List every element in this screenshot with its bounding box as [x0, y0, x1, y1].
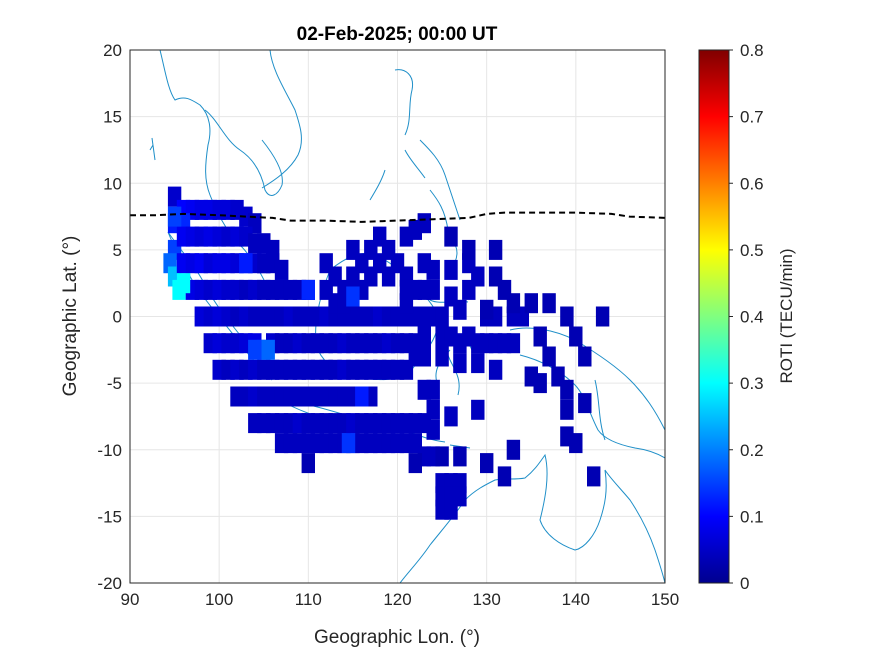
- roti-hotspot-cell: [167, 206, 182, 227]
- roti-cell: [533, 373, 547, 394]
- y-tick-label: -5: [107, 374, 122, 393]
- roti-cell: [417, 346, 431, 367]
- roti-cell: [426, 279, 440, 300]
- roti-cell: [462, 239, 476, 260]
- roti-cell: [417, 326, 431, 347]
- colorbar-tick-label: 0.3: [740, 374, 764, 393]
- y-tick-labels: 20 15 10 5 0 -5 -10 -15 -20: [97, 41, 122, 593]
- colorbar-tick-label: 0.2: [740, 441, 764, 460]
- roti-cell: [587, 466, 601, 487]
- x-tick-label: 90: [121, 590, 140, 609]
- roti-hotspot-cell: [261, 339, 275, 360]
- roti-hotspot-cell: [355, 386, 369, 407]
- coastline-segment: [261, 50, 302, 189]
- colorbar-tick-label: 0.1: [740, 507, 764, 526]
- roti-cell: [426, 399, 440, 420]
- roti-cell: [444, 226, 458, 247]
- roti-cell: [506, 333, 521, 354]
- chart-title: 02-Feb-2025; 00:00 UT: [297, 24, 498, 45]
- x-axis-label: Geographic Lon. (°): [314, 627, 480, 648]
- roti-cell: [274, 259, 289, 280]
- roti-cell: [435, 446, 449, 467]
- x-tick-label: 130: [472, 590, 500, 609]
- roti-cell: [560, 306, 574, 327]
- roti-cell: [266, 239, 280, 260]
- roti-cell: [301, 453, 315, 474]
- roti-cell: [346, 239, 360, 260]
- y-tick-label: -15: [97, 507, 122, 526]
- x-tick-label: 150: [651, 590, 679, 609]
- roti-cell: [408, 453, 422, 474]
- roti-cell: [480, 453, 494, 474]
- roti-cell: [471, 353, 485, 374]
- roti-cell: [560, 379, 574, 400]
- colorbar-tick-label: 0.5: [740, 241, 764, 260]
- coastline-segment: [594, 379, 606, 441]
- colorbar-tick-label: 0.4: [740, 308, 764, 327]
- y-tick-label: -20: [97, 574, 122, 593]
- roti-cell: [578, 346, 592, 367]
- roti-cell: [533, 326, 547, 347]
- x-tick-label: 140: [562, 590, 590, 609]
- roti-hotspot-cell: [239, 253, 253, 274]
- roti-cell: [488, 359, 503, 380]
- colorbar-tick-label: 0.7: [740, 108, 764, 127]
- roti-cell: [524, 293, 538, 314]
- roti-cell: [471, 399, 485, 420]
- roti-hotspot-cell: [346, 286, 360, 307]
- x-tick-label: 100: [205, 590, 233, 609]
- colorbar-tick-label: 0.8: [740, 41, 764, 60]
- roti-cell: [435, 306, 449, 327]
- colorbar-label: ROTI (TECU/min): [777, 248, 796, 383]
- y-tick-label: 0: [113, 308, 122, 327]
- x-tick-label: 120: [383, 590, 411, 609]
- colorbar-tick-label: 0: [740, 574, 749, 593]
- roti-cell: [453, 446, 467, 467]
- x-tick-label: 110: [295, 590, 322, 609]
- x-tick-labels: 90 100 110 120 130 140 150: [121, 590, 680, 609]
- roti-cell: [453, 299, 467, 320]
- roti-cells: [163, 186, 610, 520]
- roti-cell: [497, 466, 512, 487]
- roti-cell: [506, 293, 521, 314]
- y-tick-label: 10: [103, 174, 122, 193]
- roti-cell: [488, 239, 503, 260]
- roti-cell: [435, 346, 449, 367]
- roti-hotspot-cell: [301, 279, 315, 300]
- roti-cell: [480, 299, 494, 320]
- colorbar: [699, 50, 729, 583]
- y-tick-label: 5: [113, 241, 122, 260]
- coastline-segment: [149, 137, 156, 161]
- roti-cell: [569, 433, 583, 454]
- roti-hotspot-cell: [248, 339, 262, 360]
- roti-hotspot-cell: [176, 273, 191, 294]
- roti-cell: [364, 266, 378, 287]
- roti-cell: [408, 219, 422, 240]
- roti-cell: [426, 419, 440, 440]
- roti-cell: [578, 393, 592, 414]
- roti-cell: [453, 353, 467, 374]
- coastline-segment: [204, 109, 283, 196]
- roti-cell: [444, 499, 458, 520]
- roti-cell: [426, 259, 440, 280]
- y-tick-label: -10: [97, 441, 122, 460]
- roti-cell: [595, 306, 610, 327]
- roti-cell: [569, 326, 583, 347]
- roti-hotspot-cell: [341, 433, 356, 454]
- roti-cell: [560, 399, 574, 420]
- roti-cell: [542, 346, 556, 367]
- roti-cell: [426, 379, 440, 400]
- roti-cell: [506, 439, 521, 460]
- colorbar-tick-labels: 0 0.1 0.2 0.3 0.4 0.5 0.6 0.7 0.8: [729, 41, 764, 593]
- roti-cell: [444, 259, 458, 280]
- colorbar-tick-label: 0.6: [740, 174, 764, 193]
- roti-cell: [542, 293, 556, 314]
- roti-cell: [399, 293, 414, 314]
- plot-frame: [129, 49, 666, 584]
- y-axis-label: Geographic Lat. (°): [60, 236, 81, 397]
- y-tick-label: 20: [103, 41, 122, 60]
- roti-cell: [444, 406, 458, 427]
- y-tick-label: 15: [103, 108, 122, 127]
